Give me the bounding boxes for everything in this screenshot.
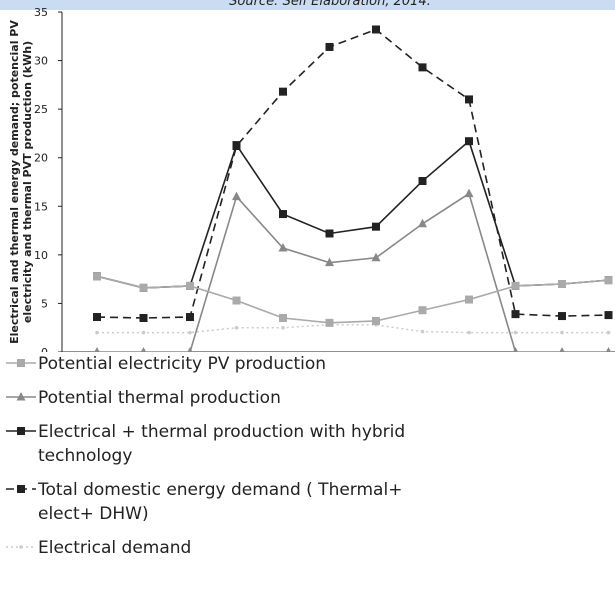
marker xyxy=(141,330,146,335)
y-tick-label: 25 xyxy=(34,103,48,116)
marker xyxy=(558,280,566,288)
y-tick-label: 35 xyxy=(34,6,48,19)
chart: Source: Self Elaboration, 2014. Electric… xyxy=(0,0,615,371)
marker xyxy=(465,95,473,104)
marker xyxy=(279,314,287,322)
legend-swatch xyxy=(6,427,36,435)
y-axis-label: Electrical and thermal energy demand; po… xyxy=(8,20,21,344)
legend-marker xyxy=(19,545,23,549)
marker xyxy=(93,313,101,322)
marker xyxy=(513,330,518,335)
marker xyxy=(465,137,473,146)
marker xyxy=(325,257,334,267)
legend-item: Total domestic energy demand ( Thermal+ … xyxy=(4,478,604,526)
marker xyxy=(372,222,380,231)
marker xyxy=(186,281,194,290)
marker xyxy=(139,283,148,292)
marker xyxy=(418,63,427,72)
marker xyxy=(418,177,427,186)
marker xyxy=(325,42,334,51)
y-tick-label: 15 xyxy=(34,200,48,213)
legend-label: Total domestic energy demand ( Thermal+ … xyxy=(38,480,403,524)
legend-marker xyxy=(16,392,26,401)
marker xyxy=(604,311,613,320)
marker xyxy=(372,316,380,325)
legend: Potential electricity PV production Poten… xyxy=(4,352,604,570)
marker xyxy=(420,329,425,334)
marker xyxy=(325,229,334,238)
marker xyxy=(558,312,566,321)
marker xyxy=(418,306,427,315)
legend-marker xyxy=(17,485,25,493)
marker xyxy=(93,272,101,281)
legend-swatch xyxy=(6,485,36,493)
marker xyxy=(464,188,474,198)
series-line xyxy=(96,139,609,289)
series-line xyxy=(97,324,609,334)
marker xyxy=(325,318,334,327)
marker xyxy=(186,313,194,322)
y-tick-label: 20 xyxy=(34,152,48,165)
marker xyxy=(418,218,427,228)
marker xyxy=(279,87,287,96)
marker xyxy=(560,330,564,335)
y-axis-label: electricity and thermal PVT production (… xyxy=(21,41,34,323)
marker xyxy=(604,276,613,285)
marker xyxy=(372,25,380,34)
legend-label: Electrical demand xyxy=(38,538,192,558)
legend-item: Electrical + thermal production with hyb… xyxy=(4,420,604,468)
series-line xyxy=(96,28,609,319)
banner xyxy=(0,0,615,10)
marker xyxy=(371,252,381,262)
marker xyxy=(232,191,241,201)
series-line xyxy=(96,275,609,324)
marker xyxy=(606,330,611,335)
marker xyxy=(232,296,241,305)
marker xyxy=(465,295,473,304)
series-line xyxy=(97,192,609,353)
legend-marker xyxy=(17,427,25,435)
marker xyxy=(281,325,285,330)
marker xyxy=(467,330,471,335)
marker xyxy=(232,141,241,150)
legend-label: Electrical + thermal production with hyb… xyxy=(38,422,406,466)
marker xyxy=(279,210,287,219)
marker xyxy=(234,325,239,330)
marker xyxy=(139,314,148,322)
marker xyxy=(188,330,192,335)
legend-swatch xyxy=(6,392,36,401)
legend-swatch xyxy=(6,545,36,549)
legend-item: Potential thermal production xyxy=(4,386,604,410)
y-tick-label: 5 xyxy=(41,297,48,310)
legend-label: Potential electricity PV production xyxy=(38,354,327,374)
legend-item: Potential electricity PV production xyxy=(4,352,604,376)
legend-swatch xyxy=(6,359,36,367)
legend-label: Potential thermal production xyxy=(38,388,281,408)
y-tick-label: 10 xyxy=(34,249,48,262)
marker xyxy=(278,243,288,252)
legend-marker xyxy=(17,359,25,367)
y-tick-label: 30 xyxy=(34,55,48,68)
marker xyxy=(511,281,520,290)
marker xyxy=(511,310,520,319)
legend-item: Electrical demand xyxy=(4,536,604,560)
subtitle: Source: Self Elaboration, 2014. xyxy=(229,0,431,9)
marker xyxy=(95,330,99,335)
